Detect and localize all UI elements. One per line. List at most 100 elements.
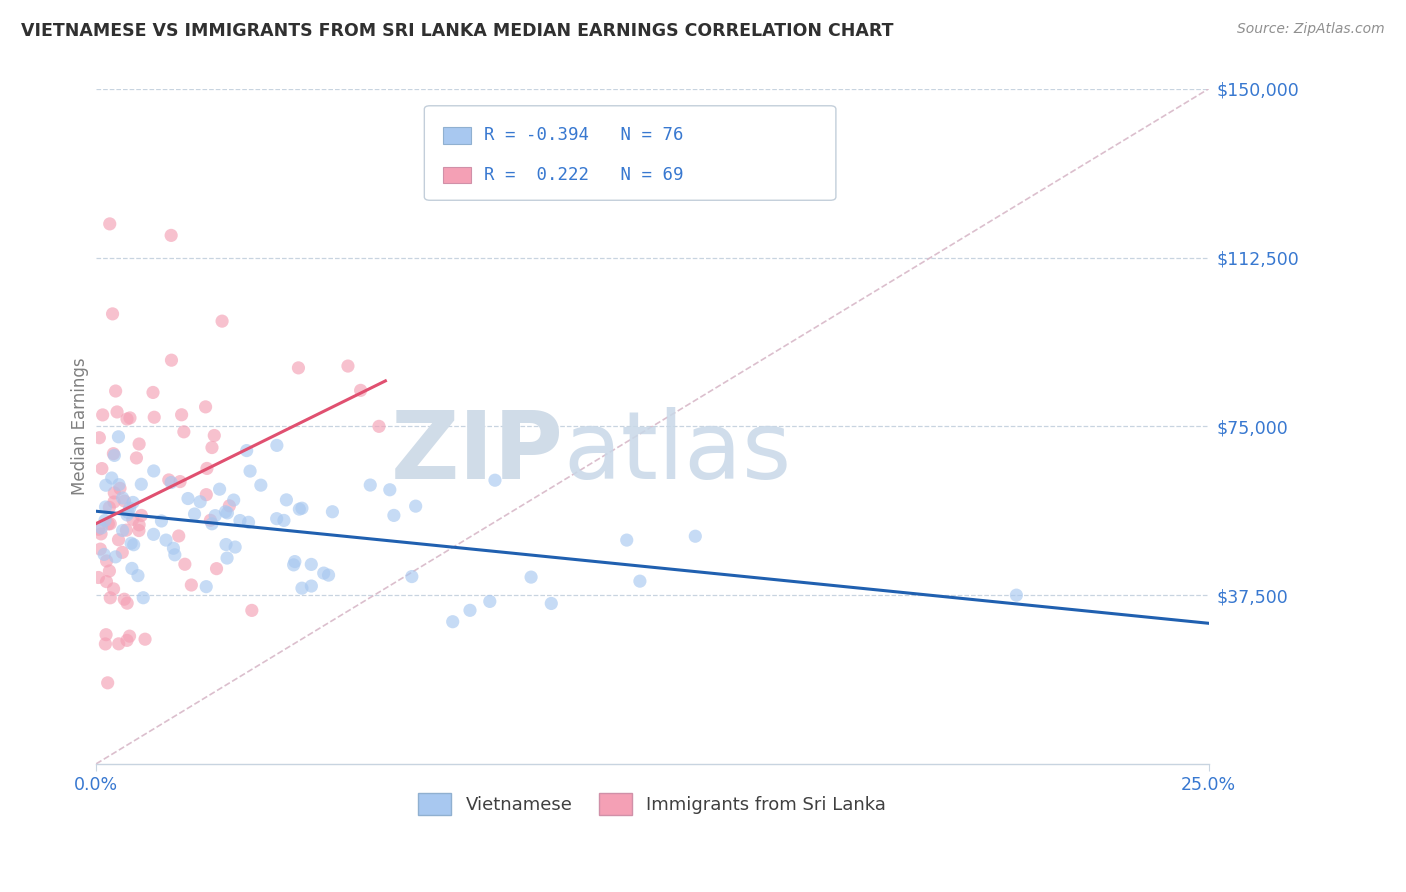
FancyBboxPatch shape: [425, 106, 837, 201]
Point: [195, 488, 218, 502]
Point: [104, 384, 127, 398]
Point: [336, 359, 359, 373]
Point: [201, 516, 224, 531]
Point: [142, 527, 165, 541]
Point: [97, 516, 120, 531]
Point: [104, 549, 127, 564]
FancyBboxPatch shape: [443, 127, 471, 144]
Point: [111, 545, 134, 559]
Point: [401, 569, 423, 583]
Point: [142, 464, 165, 478]
Text: VIETNAMESE VS IMMIGRANTS FROM SRI LANKA MEDIAN EARNINGS CORRELATION CHART: VIETNAMESE VS IMMIGRANTS FROM SRI LANKA …: [21, 22, 894, 40]
Point: [239, 464, 262, 478]
Point: [222, 493, 245, 508]
Point: [218, 499, 240, 513]
Point: [100, 471, 122, 485]
Point: [195, 461, 218, 475]
Point: [103, 495, 125, 509]
Point: [115, 633, 138, 648]
Point: [183, 507, 205, 521]
Y-axis label: Median Earnings: Median Earnings: [72, 358, 89, 495]
Point: [484, 473, 506, 487]
Point: [105, 405, 128, 419]
Point: [115, 523, 138, 537]
Point: [224, 540, 246, 554]
Point: [167, 529, 190, 543]
Point: [160, 228, 183, 243]
Point: [628, 574, 651, 589]
Point: [103, 447, 125, 461]
Point: [121, 561, 143, 575]
Point: [107, 533, 129, 547]
Point: [291, 501, 314, 516]
Point: [90, 527, 112, 541]
Point: [96, 554, 118, 568]
Point: [118, 629, 141, 643]
Point: [215, 537, 238, 551]
Point: [157, 473, 180, 487]
Point: [266, 438, 288, 452]
Point: [201, 441, 224, 455]
Point: [115, 412, 138, 426]
Point: [134, 632, 156, 647]
Text: atlas: atlas: [564, 408, 792, 500]
Point: [89, 542, 111, 557]
Point: [478, 594, 501, 608]
Point: [118, 501, 141, 516]
Point: [214, 505, 236, 519]
FancyBboxPatch shape: [443, 167, 471, 184]
Point: [321, 505, 343, 519]
Point: [128, 517, 150, 532]
Point: [94, 478, 117, 492]
Point: [378, 483, 401, 497]
Point: [111, 491, 134, 505]
Point: [160, 475, 183, 490]
Point: [540, 597, 562, 611]
Point: [173, 425, 195, 439]
Point: [98, 217, 121, 231]
Point: [685, 529, 707, 543]
Point: [458, 603, 481, 617]
Point: [382, 508, 405, 523]
Point: [150, 514, 173, 528]
Point: [117, 505, 139, 519]
Point: [368, 419, 391, 434]
Point: [131, 477, 153, 491]
Point: [131, 508, 153, 523]
Legend: Vietnamese, Immigrants from Sri Lanka: Vietnamese, Immigrants from Sri Lanka: [412, 786, 893, 822]
Point: [616, 533, 638, 547]
Point: [266, 511, 288, 525]
Point: [97, 676, 120, 690]
Point: [215, 551, 238, 566]
Point: [204, 508, 226, 523]
Point: [180, 578, 202, 592]
Point: [98, 564, 121, 578]
Point: [125, 450, 148, 465]
Point: [520, 570, 543, 584]
Point: [118, 410, 141, 425]
Point: [163, 548, 186, 562]
Text: Source: ZipAtlas.com: Source: ZipAtlas.com: [1237, 22, 1385, 37]
Point: [291, 581, 314, 595]
Point: [128, 524, 150, 538]
Point: [98, 591, 121, 605]
Point: [142, 385, 165, 400]
Point: [89, 431, 111, 445]
Point: [194, 400, 217, 414]
Point: [177, 491, 200, 506]
Point: [108, 477, 131, 491]
Point: [162, 541, 184, 556]
Point: [160, 353, 183, 368]
Point: [98, 500, 121, 515]
Point: [273, 513, 295, 527]
Point: [441, 615, 464, 629]
Point: [107, 430, 129, 444]
Point: [155, 533, 177, 547]
Point: [283, 558, 305, 572]
Point: [202, 428, 225, 442]
Point: [188, 495, 211, 509]
Point: [284, 555, 307, 569]
Point: [120, 536, 142, 550]
Point: [240, 603, 263, 617]
Point: [91, 408, 114, 422]
